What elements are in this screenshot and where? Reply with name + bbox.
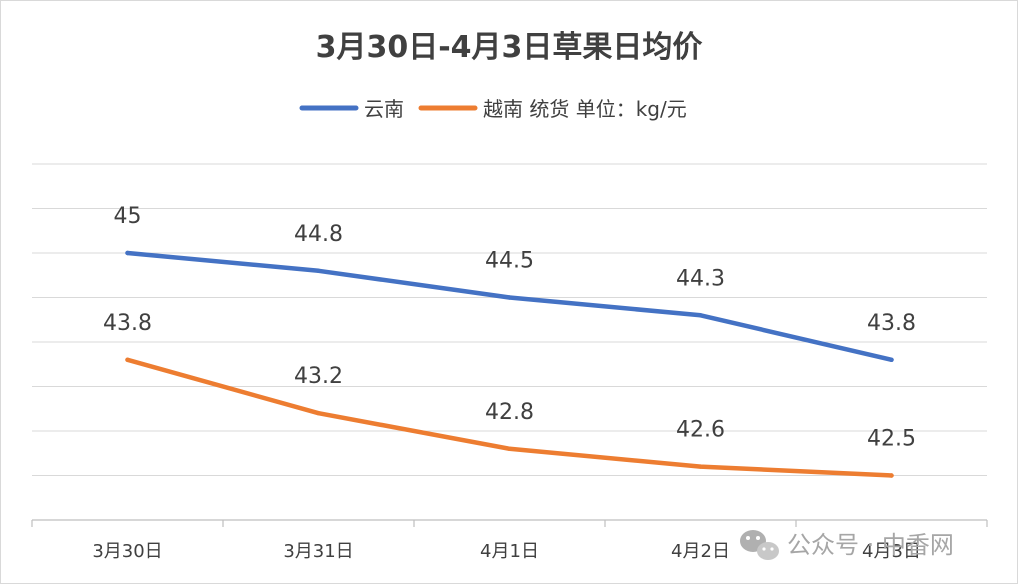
gridlines [32,163,987,476]
chart-title: 3月30日-4月3日草果日均价 [316,30,703,65]
legend: 云南 越南 统货 单位：kg/元 [299,97,687,121]
data-label: 42.6 [676,418,725,443]
data-point [507,446,512,451]
data-point [125,250,130,256]
watermark-text: 公众号 · 中香网 [787,531,954,559]
x-tick-label: 3月31日 [283,541,353,562]
data-point [316,411,321,416]
data-point [698,313,703,318]
data-point [125,357,130,362]
data-point [316,268,321,273]
x-tick-labels: 3月30日 3月31日 4月1日 4月2日 4月3日 [92,541,921,562]
x-axis [31,519,988,527]
x-tick-label: 4月2日 [671,541,730,562]
data-labels: 45 44.8 44.5 44.3 43.8 43.8 43.2 42.8 42.6 42.5 [103,204,916,452]
data-label: 42.5 [867,427,916,452]
data-point [889,357,894,362]
x-tick-label: 4月1日 [480,541,539,562]
legend-label-yunnan: 云南 [364,97,404,121]
data-label: 44.3 [676,266,725,291]
watermark: 公众号 · 中香网 [740,530,954,560]
data-label: 43.2 [294,364,343,389]
data-label: 43.8 [867,311,916,336]
wechat-icon [740,530,779,560]
data-point [889,473,894,478]
data-label: 44.5 [485,249,534,274]
data-label: 43.8 [103,311,152,336]
data-label: 42.8 [485,400,534,425]
data-label: 45 [114,204,142,229]
series-lines [125,250,894,478]
legend-label-vietnam: 越南 统货 单位：kg/元 [483,97,687,121]
data-point [507,295,512,300]
data-label: 44.8 [294,222,343,247]
data-point [698,464,703,469]
x-tick-label: 3月30日 [92,541,162,562]
x-tick-label: 4月3日 [862,541,921,562]
